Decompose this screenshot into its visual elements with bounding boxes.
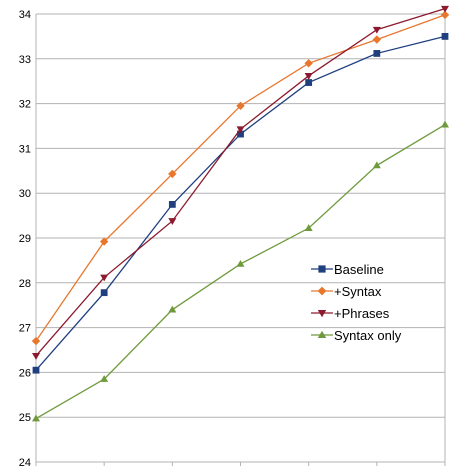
data-point [32, 366, 40, 374]
series-group [31, 5, 450, 422]
data-point [100, 375, 109, 382]
y-tick-label: 27 [19, 323, 31, 335]
data-point [32, 414, 40, 422]
data-point [32, 353, 40, 360]
data-point [99, 237, 109, 246]
data-point [236, 259, 245, 267]
data-point [100, 274, 109, 282]
legend-marker [317, 286, 327, 296]
legend-marker [317, 310, 327, 318]
y-tick-label: 30 [19, 188, 31, 200]
legend-marker [317, 330, 327, 338]
series-line [35, 8, 446, 357]
data-point [372, 35, 382, 44]
data-point [304, 73, 313, 80]
series-syntax [31, 10, 450, 346]
data-point [237, 130, 244, 138]
data-point [440, 10, 450, 20]
data-point [100, 289, 108, 297]
data-point [441, 120, 449, 128]
data-point [441, 5, 449, 13]
series-line [35, 14, 446, 342]
series-syntax-only [32, 120, 449, 422]
legend-label: +Syntax [334, 284, 382, 299]
legend-item: +Syntax [311, 284, 382, 299]
data-point [372, 26, 381, 34]
data-point [168, 169, 177, 179]
y-tick-label: 25 [19, 412, 31, 424]
legend: Baseline +Syntax +Phrases Syntax only [311, 262, 402, 343]
gridlines [36, 13, 445, 463]
data-point [168, 218, 177, 225]
data-point [168, 201, 176, 208]
y-tick-label: 26 [19, 367, 31, 379]
data-point [168, 305, 177, 313]
legend-item: Syntax only [311, 328, 402, 343]
data-point [373, 50, 381, 57]
y-tick-label: 28 [19, 278, 31, 290]
legend-label: +Phrases [334, 306, 390, 321]
y-tick-label: 29 [19, 233, 31, 245]
y-tick-label: 33 [19, 54, 31, 66]
series-baseline [32, 33, 449, 374]
legend-item: Baseline [311, 262, 384, 277]
y-tick-label: 34 [19, 9, 31, 21]
y-axis-ticks: 24 25 26 27 28 29 30 31 32 33 34 [19, 9, 31, 469]
legend-label: Baseline [334, 262, 384, 277]
series-phrases [32, 5, 449, 360]
y-tick-label: 31 [19, 143, 31, 155]
y-tick-label: 32 [19, 99, 31, 111]
data-point [31, 336, 41, 346]
legend-item: +Phrases [311, 306, 390, 321]
data-point [304, 59, 313, 68]
x-axis-ticks [35, 462, 446, 466]
data-point [372, 161, 381, 169]
y-tick-label: 24 [19, 457, 31, 469]
data-point [236, 101, 245, 111]
data-point [441, 33, 449, 40]
data-point [236, 126, 245, 134]
data-point [305, 79, 313, 86]
legend-label: Syntax only [334, 328, 402, 343]
legend-marker [318, 265, 326, 273]
data-point [304, 224, 313, 231]
